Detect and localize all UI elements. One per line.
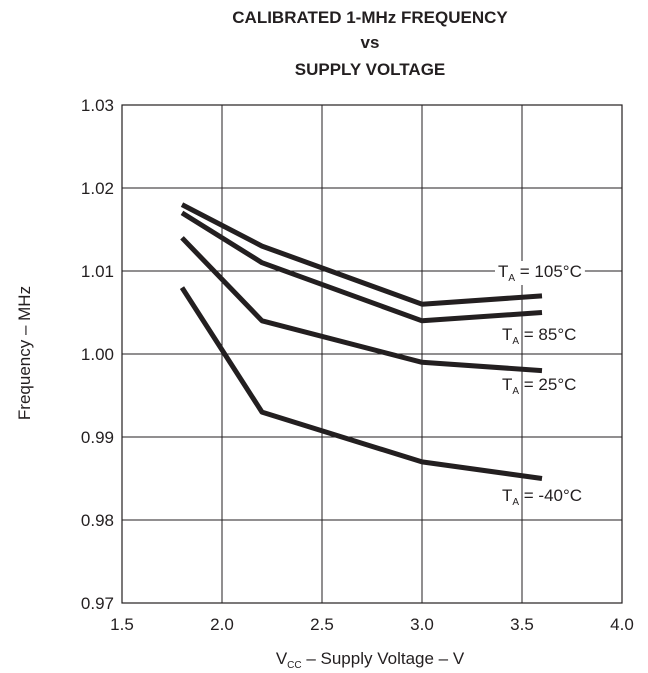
y-tick-label: 1.02 [81, 179, 114, 198]
series-label-rest: = 25°C [519, 375, 576, 394]
x-axis-label-main: V [276, 649, 288, 668]
y-tick-label: 1.03 [81, 96, 114, 115]
series-label-subscript: A [508, 273, 515, 284]
series-label-rest: = -40°C [519, 486, 582, 505]
series-label-text: TA = -40°C [502, 486, 582, 508]
x-tick-label: 3.0 [410, 615, 434, 634]
y-axis-label: Frequency – MHz [15, 286, 34, 420]
series-group [179, 202, 543, 481]
chart-title-line-1: CALIBRATED 1-MHz FREQUENCY [232, 8, 508, 27]
series-label-main: T [498, 262, 508, 281]
chart-title-line-2: vs [361, 33, 380, 52]
series-line [179, 286, 543, 481]
series-label-subscript: A [512, 497, 519, 508]
x-axis-ticks: 1.5 2.0 2.5 3.0 3.5 4.0 [110, 615, 634, 634]
y-tick-label: 0.97 [81, 594, 114, 613]
series-label: TA = 105°C [495, 261, 585, 285]
series-label-main: T [502, 375, 512, 394]
series-label-text: TA = 85°C [502, 325, 576, 347]
series-label: TA = 25°C [502, 375, 576, 397]
series-label-subscript: A [512, 336, 519, 347]
x-axis-label-rest: – Supply Voltage – V [302, 649, 465, 668]
y-tick-label: 0.98 [81, 511, 114, 530]
series-label: TA = 85°C [502, 325, 576, 347]
x-axis-label-subscript: CC [287, 660, 301, 671]
x-axis-label: VCC – Supply Voltage – V [276, 649, 465, 671]
series-line [180, 202, 543, 307]
series-labels: TA = 105°CTA = 85°CTA = 25°CTA = -40°C [495, 261, 585, 508]
chart-title-line-3: SUPPLY VOLTAGE [295, 60, 446, 79]
y-axis-ticks: 0.97 0.98 0.99 1.00 1.01 1.02 1.03 [81, 96, 114, 613]
series-label-text: TA = 25°C [502, 375, 576, 397]
series-label-subscript: A [512, 386, 519, 397]
plot-frame [121, 104, 623, 604]
y-tick-label: 0.99 [81, 428, 114, 447]
chart-title: CALIBRATED 1-MHz FREQUENCY vs SUPPLY VOL… [232, 8, 508, 79]
gridlines [121, 104, 623, 604]
series-label-background [495, 261, 585, 285]
series-label-main: T [502, 486, 512, 505]
x-tick-label: 3.5 [510, 615, 534, 634]
x-tick-label: 2.0 [210, 615, 234, 634]
y-tick-label: 1.01 [81, 262, 114, 281]
y-tick-label: 1.00 [81, 345, 114, 364]
x-tick-label: 2.5 [310, 615, 334, 634]
series-label-main: T [502, 325, 512, 344]
series-line [180, 210, 543, 324]
series-label-rest: = 105°C [515, 262, 582, 281]
series-label-text: TA = 105°C [498, 262, 582, 284]
x-tick-label: 1.5 [110, 615, 134, 634]
series-label-rest: = 85°C [519, 325, 576, 344]
x-tick-label: 4.0 [610, 615, 634, 634]
series-line [180, 236, 543, 374]
series-label: TA = -40°C [502, 486, 582, 508]
